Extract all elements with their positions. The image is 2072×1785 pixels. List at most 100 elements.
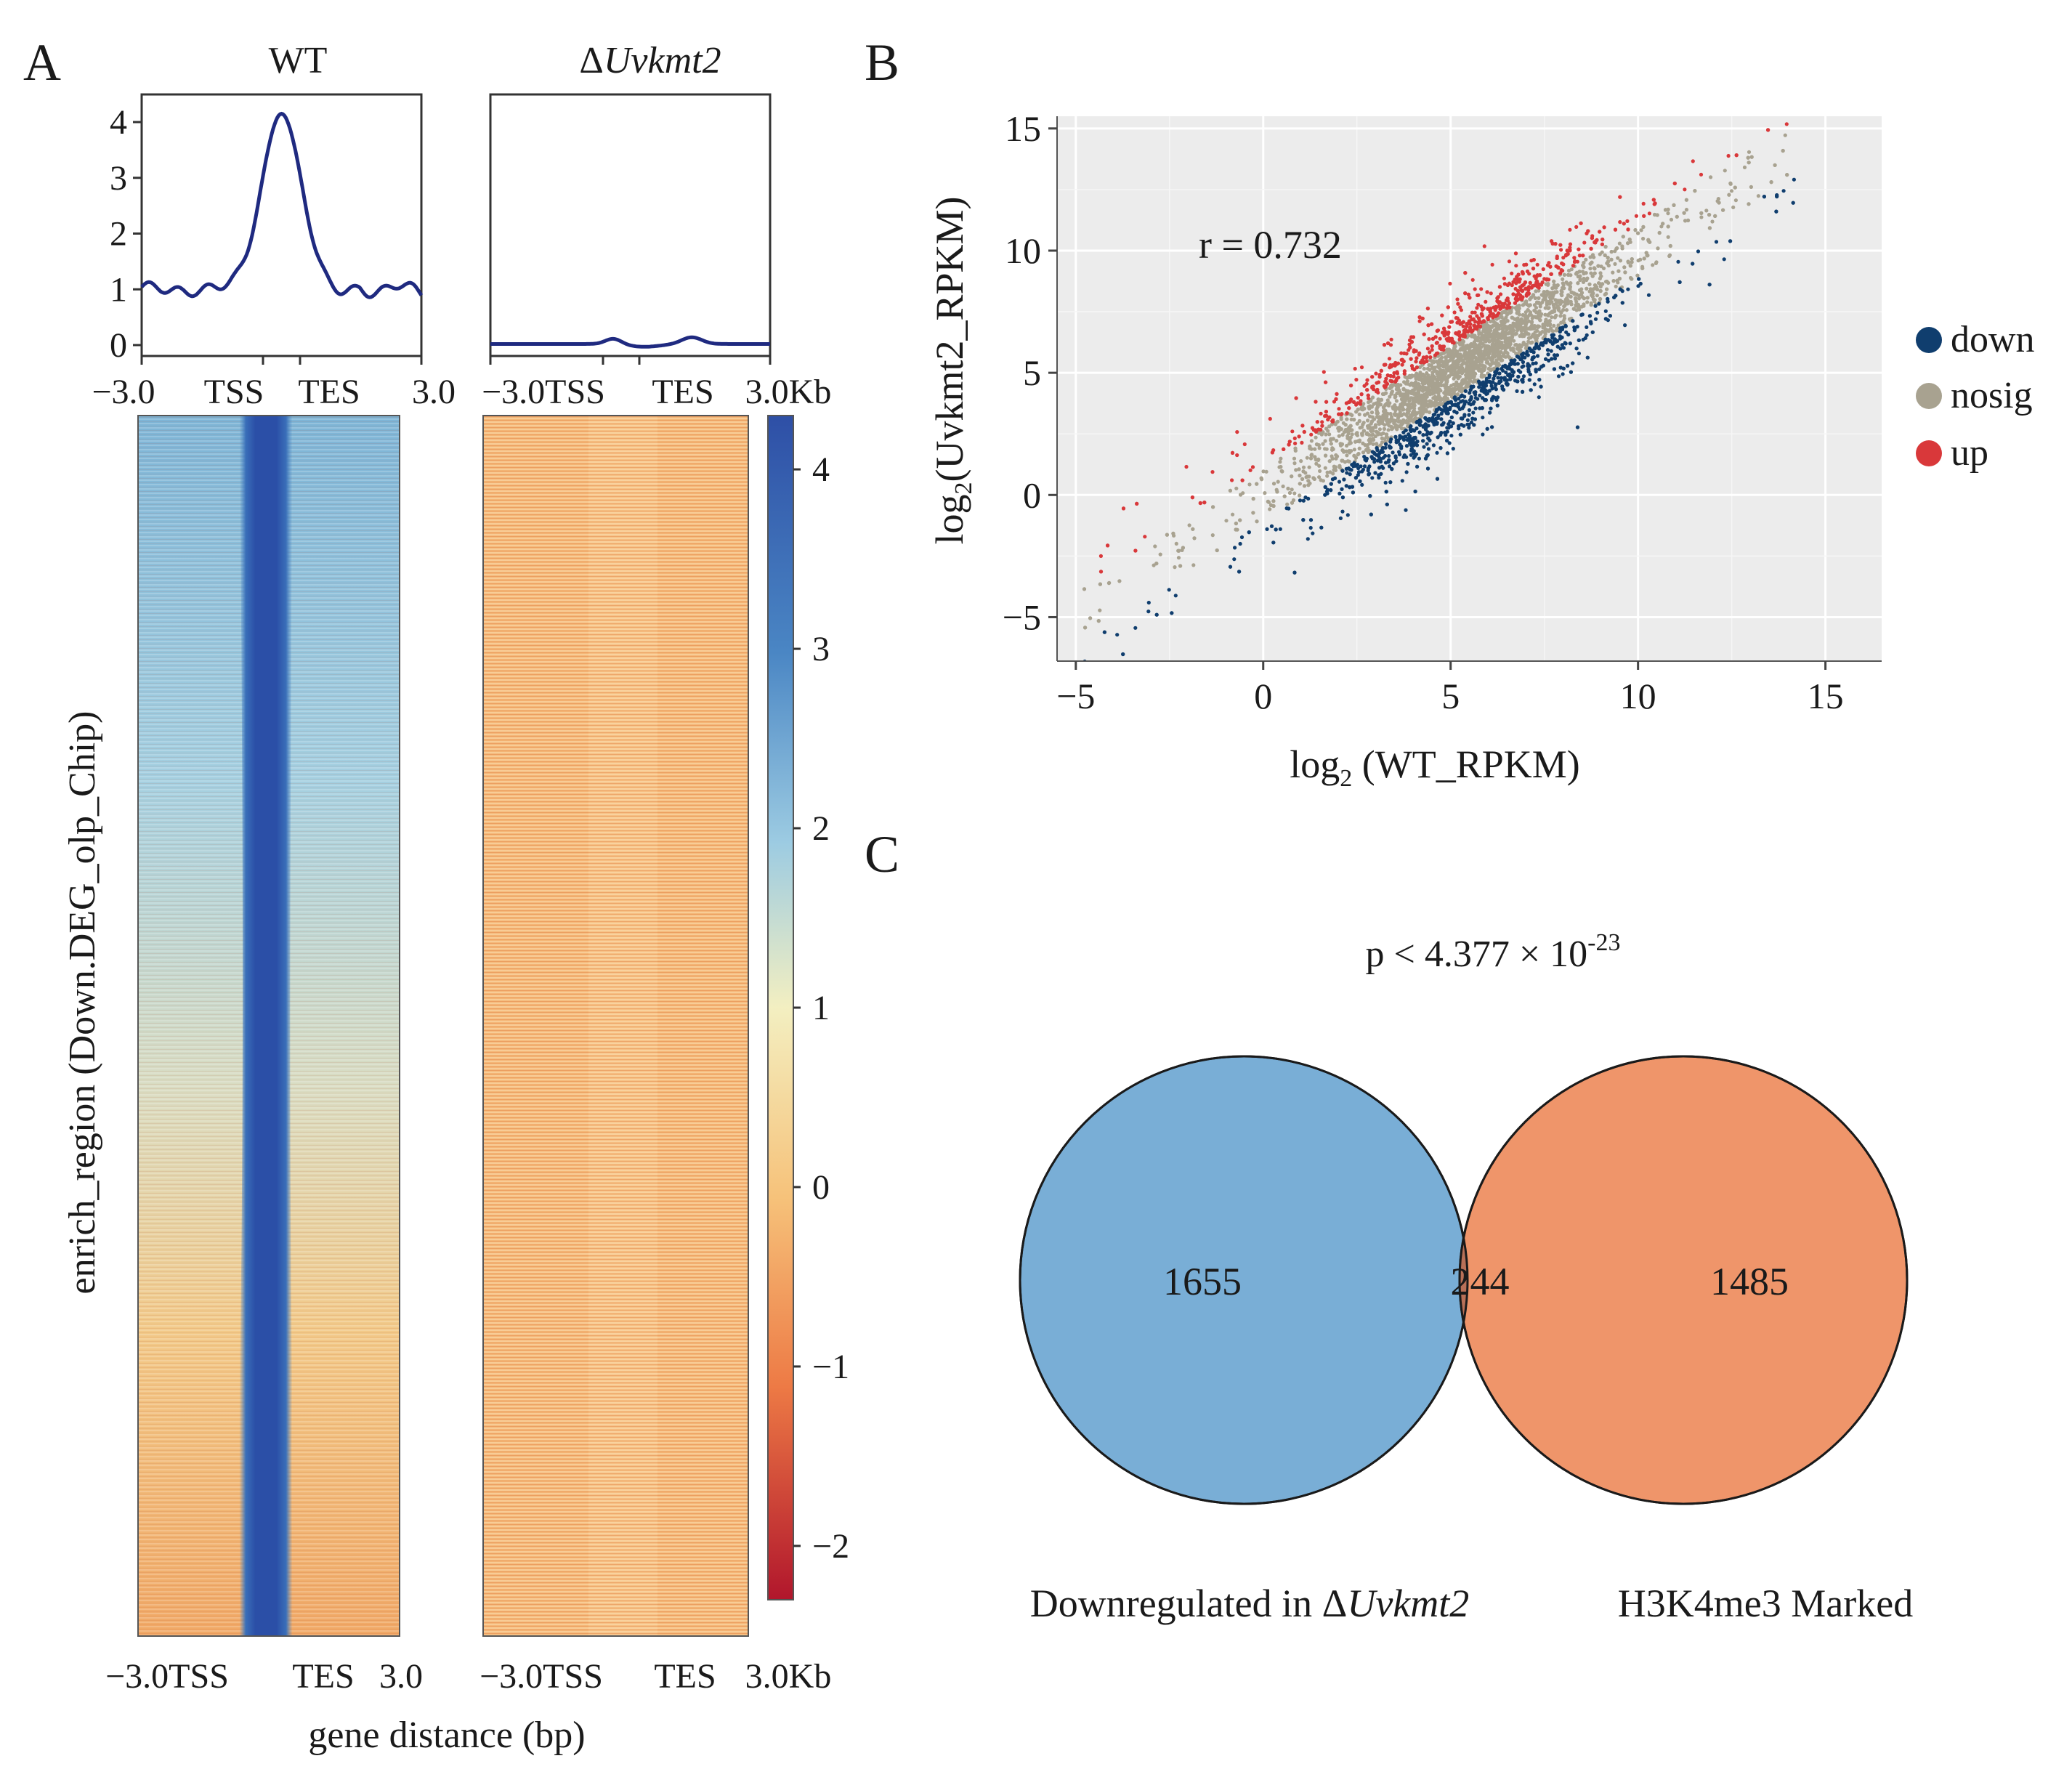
scatter-point-nosig (1460, 379, 1465, 383)
scatter-point-up (1502, 276, 1506, 280)
colorbar-tick-label: 0 (812, 1168, 830, 1207)
scatter-point-nosig (1424, 376, 1428, 380)
scatter-point-nosig (1553, 298, 1558, 302)
scatter-point-down (1509, 360, 1514, 364)
mutant-profile-line (490, 335, 770, 349)
wt-profile-frame (140, 93, 423, 357)
scatter-point-nosig (1502, 354, 1506, 358)
scatter-point-nosig (1509, 331, 1513, 335)
scatter-point-nosig (1158, 552, 1162, 556)
scatter-point-nosig (1154, 562, 1159, 566)
scatter-point-nosig (1599, 264, 1603, 269)
scatter-point-nosig (1377, 427, 1382, 432)
scatter-point-down (1590, 330, 1595, 334)
scatter-point-nosig (1560, 293, 1564, 298)
scatter-point-down (1401, 435, 1406, 440)
heatmap-xlabel: gene distance (bp) (308, 1715, 585, 1756)
scatter-point-down (1646, 293, 1651, 297)
scatter-point-nosig (1388, 412, 1393, 416)
scatter-point-nosig (1292, 491, 1297, 495)
scatter-point-nosig (1425, 366, 1430, 371)
scatter-point-down (1391, 461, 1396, 466)
scatter-point-nosig (1323, 439, 1327, 443)
scatter-point-nosig (1605, 279, 1609, 284)
scatter-point-nosig (1380, 416, 1385, 421)
scatter-point-nosig (1476, 339, 1480, 343)
scatter-point-nosig (1500, 345, 1505, 349)
scatter-point-nosig (1335, 419, 1340, 424)
scatter-point-nosig (1562, 286, 1566, 291)
scatter-point-nosig (1268, 507, 1272, 511)
mutant-profile-xticks: −3.0TSS TES 3.0Kb (482, 356, 831, 411)
scatter-point-down (1409, 453, 1413, 457)
scatter-point-nosig (1663, 208, 1668, 212)
mutant-heatmap (482, 415, 749, 1637)
scatter-point-up (1354, 378, 1359, 382)
scatter-point-down (1534, 368, 1538, 372)
scatter-point-down (1308, 525, 1313, 530)
scatter-point-down (1364, 458, 1369, 463)
scatter-point-nosig (1546, 282, 1550, 286)
scatter-point-nosig (1440, 379, 1444, 384)
scatter-point-nosig (1318, 430, 1322, 434)
scatter-point-nosig (1666, 235, 1670, 239)
scatter-point-down (1445, 438, 1449, 443)
scatter-point-up (1387, 357, 1392, 361)
scatter-point-down (1146, 600, 1151, 605)
scatter-point-up (1210, 470, 1215, 474)
scatter-point-nosig (1348, 441, 1353, 445)
scatter-point-nosig (1433, 400, 1438, 405)
scatter-point-nosig (1380, 392, 1385, 397)
scatter-point-nosig (1402, 399, 1407, 403)
scatter-point-down (1521, 360, 1525, 364)
scatter-point-nosig (1548, 298, 1553, 302)
scatter-point-nosig (1372, 402, 1376, 406)
scatter-point-down (1274, 527, 1278, 532)
scatter-point-nosig (1486, 355, 1490, 360)
wt-profile-xticks: −3.0 TSS TES 3.0 (92, 356, 456, 411)
scatter-point-nosig (1215, 548, 1219, 553)
scatter-point-nosig (1521, 341, 1526, 345)
scatter-point-nosig (1153, 544, 1157, 549)
scatter-point-nosig (1313, 455, 1317, 459)
scatter-point-down (1410, 442, 1415, 446)
scatter-point-nosig (1417, 400, 1421, 405)
scatter-point-up (1143, 535, 1147, 539)
scatter-point-up (1514, 264, 1518, 268)
scatter-point-down (1571, 361, 1575, 365)
scatter-point-nosig (1239, 493, 1243, 497)
scatter-point-down (1306, 496, 1311, 501)
scatter-point-nosig (1633, 228, 1638, 232)
scatter-point-nosig (1613, 262, 1617, 266)
scatter-point-down (1233, 546, 1237, 550)
scatter-point-up (1461, 324, 1465, 328)
scatter-point-down (1495, 367, 1500, 371)
scatter-point-nosig (1561, 308, 1566, 312)
scatter-point-nosig (1231, 512, 1235, 517)
scatter-point-nosig (1330, 448, 1335, 452)
scatter-point-nosig (1356, 452, 1361, 456)
scatter-point-nosig (1578, 274, 1582, 278)
scatter-point-nosig (1636, 231, 1640, 235)
scatter-point-nosig (1542, 290, 1546, 294)
scatter-point-nosig (1554, 301, 1558, 306)
scatter-point-nosig (1439, 355, 1444, 360)
scatter-point-nosig (1523, 346, 1529, 350)
scatter-point-nosig (1508, 340, 1513, 345)
scatter-point-down (1146, 610, 1151, 614)
scatter-point-nosig (1430, 371, 1435, 375)
scatter-point-nosig (1442, 383, 1446, 387)
scatter-point-down (1469, 402, 1473, 407)
scatter-point-nosig (1595, 287, 1600, 291)
mutant-profile-frame (489, 93, 772, 357)
scatter-point-down (1577, 351, 1581, 356)
scatter-point-nosig (1605, 287, 1609, 291)
scatter-point-nosig (1482, 344, 1486, 348)
scatter-point-nosig (1574, 304, 1579, 308)
scatter-point-down (1553, 356, 1557, 361)
scatter-point-nosig (1437, 383, 1441, 387)
scatter-point-up (1455, 297, 1460, 301)
scatter-point-nosig (1106, 581, 1111, 586)
scatter-point-nosig (1611, 279, 1616, 283)
scatter-point-down (1383, 453, 1388, 458)
